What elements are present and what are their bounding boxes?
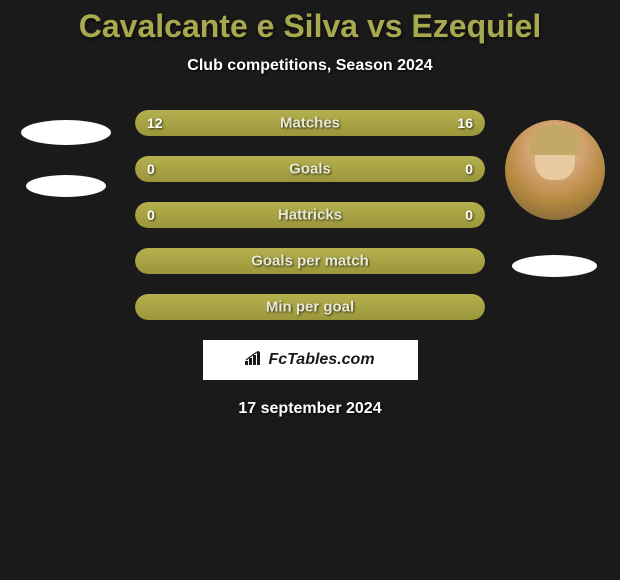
date-label: 17 september 2024 — [0, 400, 620, 418]
stat-label: Min per goal — [266, 299, 354, 316]
player-right-name-placeholder — [512, 255, 597, 277]
stat-label: Goals per match — [251, 253, 369, 270]
watermark-text: FcTables.com — [268, 351, 374, 369]
stat-row-matches: 12 Matches 16 — [135, 110, 485, 136]
stat-value-right: 0 — [465, 161, 473, 177]
stat-value-left: 0 — [147, 161, 155, 177]
stat-row-goals: 0 Goals 0 — [135, 156, 485, 182]
player-left-avatar-placeholder-1 — [21, 120, 111, 145]
stat-row-hattricks: 0 Hattricks 0 — [135, 202, 485, 228]
stat-label: Matches — [280, 115, 340, 132]
player-right-column — [497, 110, 612, 277]
stat-value-left: 0 — [147, 207, 155, 223]
player-right-avatar — [505, 120, 605, 220]
chart-icon — [245, 351, 263, 370]
watermark: FcTables.com — [203, 340, 418, 380]
stat-label: Goals — [289, 161, 331, 178]
player-left-avatar-placeholder-2 — [26, 175, 106, 197]
player-left-column — [8, 110, 123, 197]
stats-bars-container: 12 Matches 16 0 Goals 0 0 Hattricks 0 Go… — [135, 110, 485, 320]
stat-value-left: 12 — [147, 115, 163, 131]
stat-value-right: 16 — [457, 115, 473, 131]
comparison-title: Cavalcante e Silva vs Ezequiel — [0, 8, 620, 45]
stat-row-min-per-goal: Min per goal — [135, 294, 485, 320]
comparison-subtitle: Club competitions, Season 2024 — [0, 57, 620, 75]
stat-row-goals-per-match: Goals per match — [135, 248, 485, 274]
stat-value-right: 0 — [465, 207, 473, 223]
main-content: 12 Matches 16 0 Goals 0 0 Hattricks 0 Go… — [0, 110, 620, 320]
stat-label: Hattricks — [278, 207, 342, 224]
